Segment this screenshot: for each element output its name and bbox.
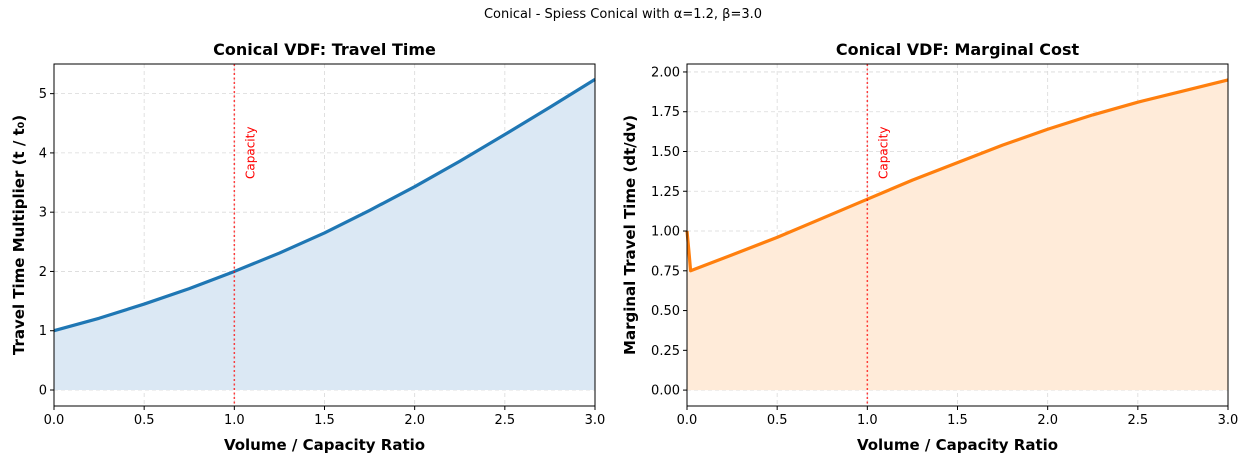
y-axis-label: Travel Time Multiplier (t / t₀): [10, 115, 28, 355]
data-point: [688, 249, 690, 251]
series-fill-area: [54, 79, 595, 390]
data-point: [956, 161, 958, 163]
data-point: [1046, 128, 1048, 130]
x-axis-label: Volume / Capacity Ratio: [857, 436, 1058, 454]
data-point: [911, 179, 913, 181]
y-tick-label: 1.00: [651, 225, 680, 240]
capacity-label: Capacity: [876, 127, 890, 179]
data-point: [368, 209, 370, 211]
data-point: [413, 185, 415, 187]
data-point: [143, 303, 145, 305]
x-tick-label: 1.5: [314, 413, 335, 428]
chart-panel-2: Capacity 0.0 0.5 1.0 1.5 2.0 2.5 3.0 0.00 0.25 0.5…: [621, 40, 1238, 454]
y-tick-label: 0: [39, 383, 47, 398]
y-tick-label: 2: [39, 265, 47, 280]
x-tick-label: 1.0: [224, 413, 245, 428]
data-point: [1182, 90, 1184, 92]
y-tick-label: 1: [39, 324, 47, 339]
y-tick-label: 1.75: [651, 105, 680, 120]
data-point: [776, 236, 778, 238]
series-fill-area: [687, 79, 1228, 391]
x-tick-label: 2.5: [1127, 413, 1148, 428]
data-point: [549, 106, 551, 108]
x-tick-label: 0.5: [767, 413, 788, 428]
series-line: [685, 78, 1229, 273]
x-tick-label: 0.0: [677, 413, 698, 428]
x-tick-label: 2.0: [404, 413, 425, 428]
capacity-label: Capacity: [243, 127, 257, 179]
y-tick-label: 1.50: [651, 145, 680, 160]
x-tick-label: 2.5: [494, 413, 515, 428]
y-tick-label: 4: [39, 146, 47, 161]
chart-title: Conical VDF: Travel Time: [213, 40, 436, 59]
x-axis-label: Volume / Capacity Ratio: [224, 436, 425, 454]
x-tick-label: 1.5: [947, 413, 968, 428]
chart-panel-1: Capacity 0.0 0.5 1.0 1.5 2.0 2.5 3.0 0 1 2 3 4 5 Conic…: [10, 40, 605, 454]
y-tick-label: 5: [39, 87, 47, 102]
y-tick-label: 0.25: [651, 344, 680, 359]
data-point: [1001, 144, 1003, 146]
x-tick-label: 0.5: [134, 413, 155, 428]
x-tick-label: 1.0: [857, 413, 878, 428]
data-point: [1092, 114, 1094, 116]
chart-title: Conical VDF: Marginal Cost: [836, 40, 1080, 59]
data-point: [1137, 101, 1139, 103]
data-point: [98, 317, 100, 319]
x-tick-label: 3.0: [1218, 413, 1239, 428]
y-tick-label: 2.00: [651, 65, 680, 80]
data-point: [504, 133, 506, 135]
y-tick-label: 0.50: [651, 304, 680, 319]
figure-suptitle: Conical - Spiess Conical with α=1.2, β=3…: [484, 7, 762, 22]
series-line: [53, 78, 596, 333]
y-axis-label: Marginal Travel Time (dt/dv): [621, 115, 639, 355]
data-point: [323, 232, 325, 234]
y-tick-label: 1.25: [651, 185, 680, 200]
x-tick-label: 0.0: [44, 413, 65, 428]
y-tick-label: 0.00: [651, 384, 680, 399]
data-point: [188, 287, 190, 289]
x-tick-label: 2.0: [1037, 413, 1058, 428]
y-tick-label: 0.75: [651, 264, 680, 279]
y-tick-label: 3: [39, 206, 47, 221]
data-point: [278, 252, 280, 254]
data-point: [689, 270, 691, 272]
x-tick-label: 3.0: [585, 413, 606, 428]
data-point: [821, 217, 823, 219]
data-point: [459, 160, 461, 162]
data-point: [731, 254, 733, 256]
